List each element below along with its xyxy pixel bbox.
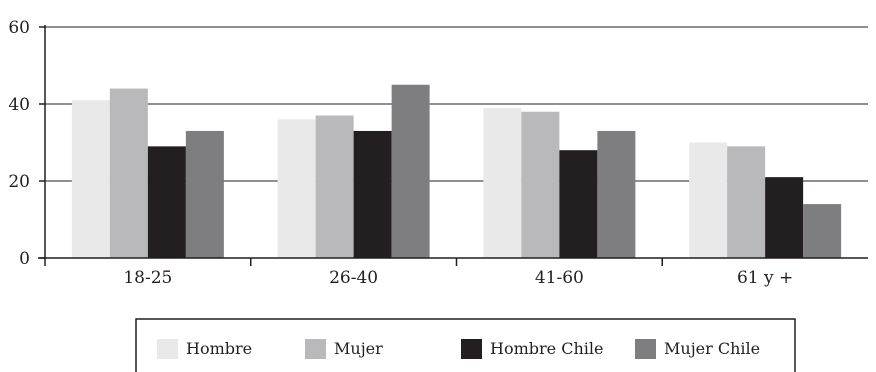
bar-hombre-chile-3 <box>765 177 804 258</box>
bar-mujer-chile-1 <box>391 84 430 258</box>
legend-box <box>135 318 796 372</box>
bar-mujer-chile-3 <box>803 204 842 258</box>
x-axis-ticks: 18-25 26-40 41-60 61 y + <box>123 268 793 288</box>
legend-swatch-hombre <box>157 339 178 359</box>
y-tick-label: 0 <box>19 249 30 269</box>
bar-mujer-2 <box>521 111 560 258</box>
y-tick-label: 60 <box>8 18 30 38</box>
bar-hombre-chile-0 <box>147 146 186 258</box>
bar-hombre-1 <box>277 119 316 259</box>
x-tick-label: 26-40 <box>329 268 378 288</box>
bar-hombre-3 <box>689 142 728 258</box>
bars <box>71 84 842 259</box>
y-tick-label: 40 <box>8 95 30 115</box>
bar-hombre-2 <box>483 107 522 258</box>
y-tick-label: 20 <box>8 172 30 192</box>
bar-hombre-0 <box>71 100 110 259</box>
x-tick-label: 18-25 <box>123 268 172 288</box>
y-axis-ticks: 0 20 40 60 <box>8 18 30 269</box>
bar-mujer-3 <box>727 146 766 258</box>
axes <box>38 25 868 266</box>
bar-hombre-chile-1 <box>353 130 392 258</box>
legend-swatch-mujer-chile <box>635 339 656 359</box>
legend-label-mujer: Mujer <box>334 339 383 358</box>
bar-mujer-0 <box>109 88 148 258</box>
x-tick-label: 61 y + <box>737 268 793 288</box>
bar-mujer-chile-0 <box>185 130 224 258</box>
bar-mujer-1 <box>315 115 354 258</box>
legend-label-mujer-chile: Mujer Chile <box>664 339 760 358</box>
legend-label-hombre: Hombre <box>186 339 252 358</box>
legend-swatch-mujer <box>305 339 326 359</box>
bar-mujer-chile-2 <box>597 130 636 258</box>
legend: Hombre Mujer Hombre Chile Mujer Chile <box>135 318 796 372</box>
x-tick-label: 41-60 <box>535 268 584 288</box>
legend-swatch-hombre-chile <box>461 339 482 359</box>
bar-hombre-chile-2 <box>559 150 598 258</box>
legend-label-hombre-chile: Hombre Chile <box>490 339 603 358</box>
